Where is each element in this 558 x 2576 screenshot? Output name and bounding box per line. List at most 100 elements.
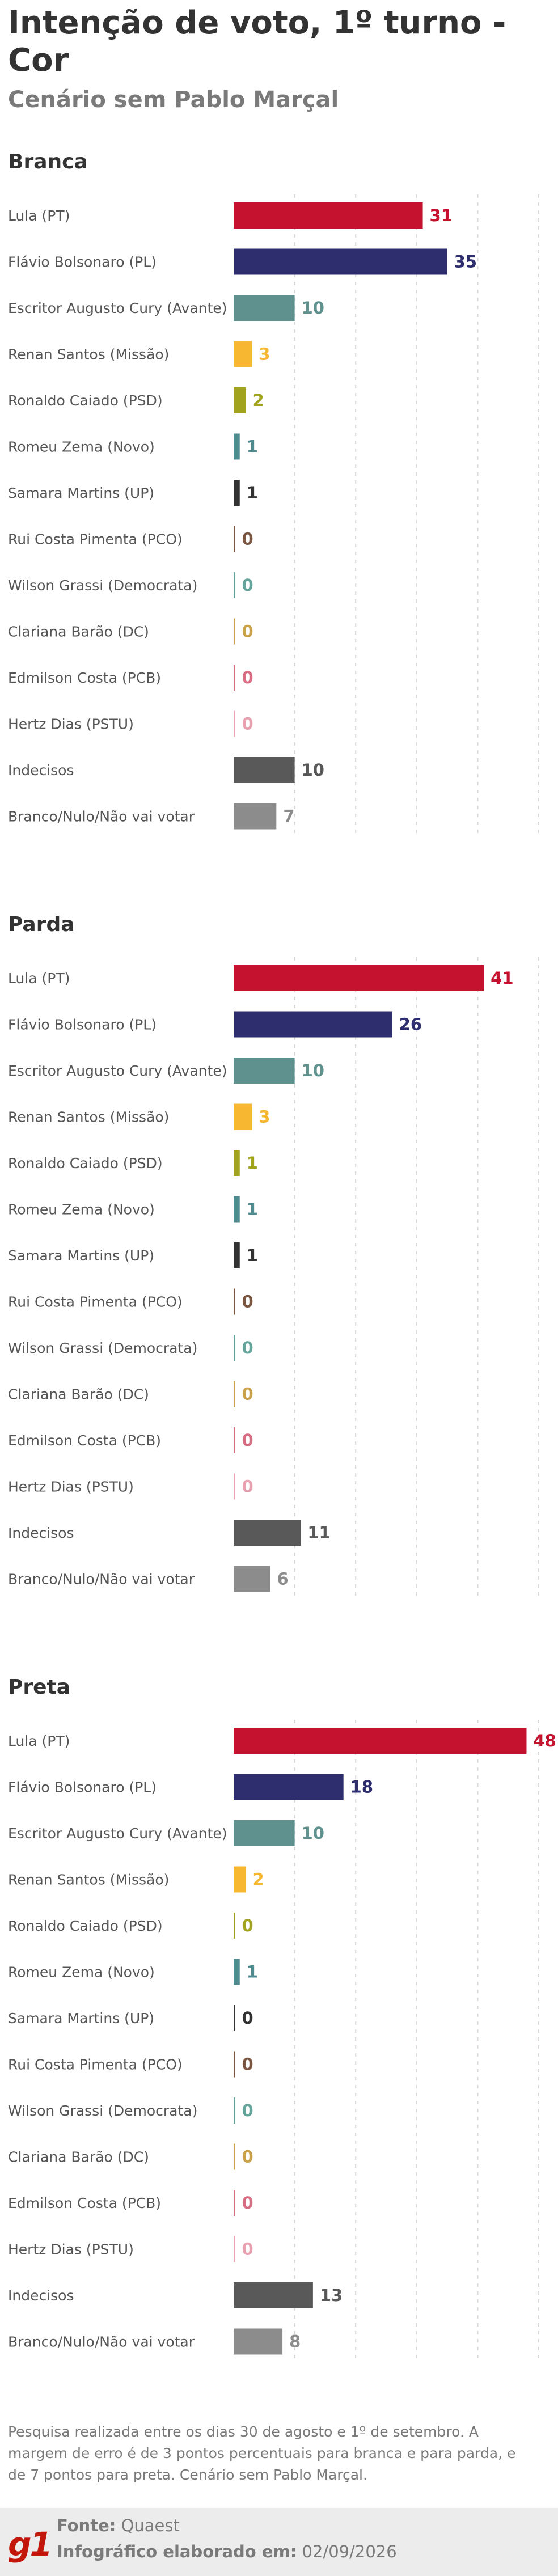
data-label-augusto-cury: 10 [302, 1061, 324, 1080]
data-label-flavio-bolsonaro: 18 [350, 1778, 373, 1797]
category-label-augusto-cury: Escritor Augusto Cury (Avante) [8, 1063, 227, 1079]
category-label-rui-costa-pimenta: Rui Costa Pimenta (PCO) [8, 1294, 183, 1310]
footer: g1 Fonte: Quaest Infográfico elaborado e… [0, 2508, 558, 2576]
data-label-romeu-zema: 1 [247, 1962, 258, 1982]
category-label-lula: Lula (PT) [8, 1733, 70, 1749]
bar-flavio-bolsonaro [234, 248, 447, 275]
data-label-edmilson-costa: 0 [242, 668, 253, 687]
bar-branco-nulo [234, 1566, 270, 1592]
category-label-flavio-bolsonaro: Flávio Bolsonaro (PL) [8, 1017, 157, 1033]
bar-ronaldo-caiado [234, 1150, 240, 1176]
bar-hertz-dias [234, 2236, 235, 2262]
data-label-indecisos: 13 [320, 2286, 343, 2305]
category-label-wilson-grassi: Wilson Grassi (Democrata) [8, 2103, 197, 2119]
data-label-edmilson-costa: 0 [242, 1431, 253, 1450]
bar-indecisos [234, 757, 295, 783]
chart-title: Branca [8, 150, 88, 174]
bar-hertz-dias [234, 710, 235, 737]
bar-lula [234, 202, 423, 229]
chart-title: Preta [8, 1676, 70, 1699]
bar-wilson-grassi [234, 2097, 235, 2124]
credit-label: Infográfico elaborado em: [57, 2542, 297, 2561]
data-label-rui-costa-pimenta: 0 [242, 2055, 253, 2074]
bar-clariana-barao [234, 2143, 235, 2170]
category-label-edmilson-costa: Edmilson Costa (PCB) [8, 1432, 161, 1449]
bar-rui-costa-pimenta [234, 1288, 235, 1315]
category-label-clariana-barao: Clariana Barão (DC) [8, 624, 149, 640]
category-label-romeu-zema: Romeu Zema (Novo) [8, 1202, 155, 1218]
category-label-rui-costa-pimenta: Rui Costa Pimenta (PCO) [8, 2057, 183, 2073]
bar-ronaldo-caiado [234, 387, 246, 413]
source-label: Fonte: [57, 2516, 116, 2535]
bar-augusto-cury [234, 1058, 295, 1084]
category-label-indecisos: Indecisos [8, 2287, 74, 2304]
category-label-flavio-bolsonaro: Flávio Bolsonaro (PL) [8, 1779, 157, 1796]
data-label-wilson-grassi: 0 [242, 2101, 253, 2120]
data-label-ronaldo-caiado: 1 [247, 1153, 258, 1173]
page-subtitle: Cenário sem Pablo Marçal [8, 87, 339, 113]
bar-branco-nulo [234, 2328, 283, 2355]
data-label-renan-santos: 2 [253, 1870, 264, 1889]
credit-line: Infográfico elaborado em: 02/09/2026 [57, 2542, 397, 2561]
category-label-hertz-dias: Hertz Dias (PSTU) [8, 716, 134, 733]
category-label-romeu-zema: Romeu Zema (Novo) [8, 439, 155, 455]
data-label-romeu-zema: 1 [247, 437, 258, 456]
category-label-edmilson-costa: Edmilson Costa (PCB) [8, 670, 161, 686]
bar-indecisos [234, 2282, 313, 2308]
data-label-branco-nulo: 7 [283, 807, 294, 826]
category-label-renan-santos: Renan Santos (Missão) [8, 346, 169, 363]
category-label-clariana-barao: Clariana Barão (DC) [8, 1386, 149, 1403]
bar-edmilson-costa [234, 665, 235, 691]
chart-title: Parda [8, 913, 75, 936]
category-label-hertz-dias: Hertz Dias (PSTU) [8, 1479, 134, 1495]
category-label-wilson-grassi: Wilson Grassi (Democrata) [8, 577, 197, 594]
chart-parda: Parda Lula (PT) 41 Flávio Bolsonaro (PL) 26 E… [8, 913, 539, 1600]
data-label-augusto-cury: 10 [302, 298, 324, 318]
category-label-wilson-grassi: Wilson Grassi (Democrata) [8, 1340, 197, 1356]
bar-romeu-zema [234, 433, 240, 460]
bar-renan-santos [234, 341, 252, 367]
data-label-hertz-dias: 0 [242, 2240, 253, 2259]
bar-samara-martins [234, 2005, 235, 2031]
data-label-ronaldo-caiado: 2 [253, 391, 264, 410]
bar-samara-martins [234, 1242, 240, 1268]
data-label-romeu-zema: 1 [247, 1200, 258, 1219]
category-label-clariana-barao: Clariana Barão (DC) [8, 2149, 149, 2165]
bar-wilson-grassi [234, 1335, 235, 1361]
data-label-samara-martins: 1 [247, 483, 258, 502]
data-label-hertz-dias: 0 [242, 714, 253, 734]
data-label-wilson-grassi: 0 [242, 1338, 253, 1357]
data-label-rui-costa-pimenta: 0 [242, 1292, 253, 1312]
data-label-hertz-dias: 0 [242, 1477, 253, 1496]
data-label-rui-costa-pimenta: 0 [242, 530, 253, 549]
credit-value: 02/09/2026 [302, 2542, 397, 2561]
category-label-edmilson-costa: Edmilson Costa (PCB) [8, 2195, 161, 2211]
category-label-lula: Lula (PT) [8, 208, 70, 224]
bar-edmilson-costa [234, 2190, 235, 2216]
bar-lula [234, 965, 484, 991]
bar-renan-santos [234, 1866, 246, 1893]
bar-flavio-bolsonaro [234, 1011, 392, 1038]
data-label-branco-nulo: 6 [277, 1570, 289, 1589]
bar-augusto-cury [234, 1820, 295, 1846]
category-label-ronaldo-caiado: Ronaldo Caiado (PSD) [8, 392, 163, 409]
data-label-indecisos: 10 [302, 760, 324, 780]
data-label-clariana-barao: 0 [242, 622, 253, 641]
source-value: Quaest [121, 2516, 180, 2535]
category-label-indecisos: Indecisos [8, 762, 74, 779]
bar-rui-costa-pimenta [234, 526, 235, 552]
category-label-samara-martins: Samara Martins (UP) [8, 1247, 154, 1264]
bar-renan-santos [234, 1103, 252, 1130]
data-label-augusto-cury: 10 [302, 1824, 324, 1843]
category-label-samara-martins: Samara Martins (UP) [8, 485, 154, 501]
category-label-renan-santos: Renan Santos (Missão) [8, 1872, 169, 1888]
source-line: Fonte: Quaest [57, 2516, 180, 2535]
category-label-hertz-dias: Hertz Dias (PSTU) [8, 2241, 134, 2258]
bar-ronaldo-caiado [234, 1913, 235, 1939]
bar-hertz-dias [234, 1473, 235, 1500]
category-label-rui-costa-pimenta: Rui Costa Pimenta (PCO) [8, 531, 183, 548]
data-label-clariana-barao: 0 [242, 1385, 253, 1404]
data-label-renan-santos: 3 [259, 345, 270, 364]
